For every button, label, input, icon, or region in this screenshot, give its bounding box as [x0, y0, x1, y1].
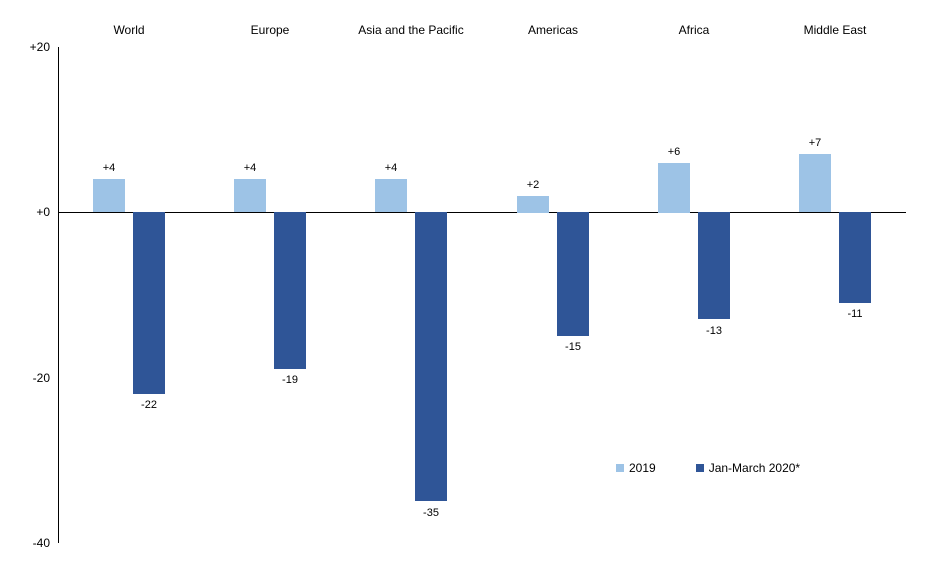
legend-item-jan-march-2020: Jan-March 2020*: [695, 461, 801, 475]
bar-value-label-jan-march-2020-middle-east: -11: [847, 308, 863, 320]
legend-item-2019: 2019: [616, 461, 656, 475]
bar-value-label-jan-march-2020-africa: -13: [706, 325, 722, 337]
bar-value-label-jan-march-2020-europe: -19: [282, 374, 298, 386]
bar-value-label-jan-march-2020-world: -22: [141, 399, 157, 411]
bar-jan-march-2020-world: [133, 212, 165, 394]
bar-2019-world: [93, 179, 125, 212]
legend: 2019 Jan-March 2020*: [616, 461, 800, 475]
bar-value-label-2019-asia-and-the-pacific: +4: [384, 162, 398, 174]
bar-jan-march-2020-middle-east: [839, 212, 871, 303]
category-label-americas: Americas: [527, 23, 578, 37]
bar-value-label-2019-middle-east: +7: [808, 137, 822, 149]
legend-swatch-jan-march-2020: [695, 464, 704, 472]
bar-2019-africa: [658, 163, 690, 213]
bar-jan-march-2020-africa: [698, 212, 730, 319]
bar-2019-europe: [234, 179, 266, 212]
category-label-europe: Europe: [250, 23, 290, 37]
zero-line: [58, 212, 906, 213]
bar-value-label-2019-americas: +2: [526, 179, 540, 191]
bar-value-label-2019-europe: +4: [243, 162, 257, 174]
category-label-world: World: [113, 23, 145, 37]
bar-jan-march-2020-europe: [274, 212, 306, 369]
y-tick-label-0: +0: [36, 205, 50, 219]
legend-label-jan-march-2020: Jan-March 2020*: [708, 461, 801, 475]
legend-label-2019: 2019: [629, 461, 656, 475]
y-tick-label-20: -20: [32, 371, 50, 385]
bar-2019-middle-east: [799, 154, 831, 212]
bar-value-label-2019-world: +4: [102, 162, 116, 174]
category-label-asia-and-the-pacific: Asia and the Pacific: [358, 23, 464, 37]
bar-value-label-jan-march-2020-americas: -15: [565, 341, 581, 353]
y-axis: [58, 47, 59, 543]
category-label-middle-east: Middle East: [803, 23, 867, 37]
bar-2019-americas: [517, 196, 549, 213]
y-tick-label-40: -40: [32, 536, 50, 550]
bar-2019-asia-and-the-pacific: [375, 179, 407, 212]
category-label-africa: Africa: [678, 23, 710, 37]
bar-jan-march-2020-asia-and-the-pacific: [415, 212, 447, 501]
bar-value-label-2019-africa: +6: [667, 146, 681, 158]
bar-value-label-jan-march-2020-asia-and-the-pacific: -35: [423, 507, 439, 519]
legend-swatch-2019: [616, 464, 624, 472]
bar-jan-march-2020-americas: [557, 212, 589, 336]
y-tick-label-20: +20: [29, 40, 50, 54]
